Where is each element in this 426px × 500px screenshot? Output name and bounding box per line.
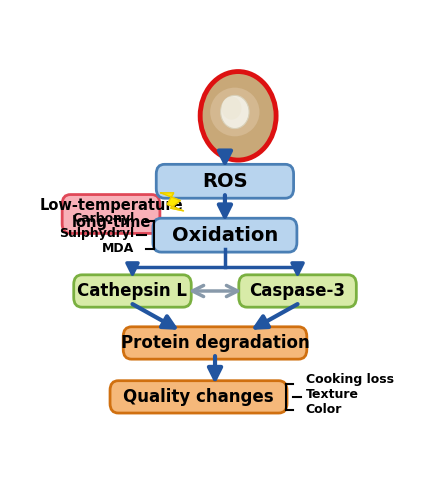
Ellipse shape xyxy=(222,96,242,120)
Text: Caspase-3: Caspase-3 xyxy=(250,282,345,300)
Text: Oxidation: Oxidation xyxy=(172,226,278,244)
Text: Cathepsin L: Cathepsin L xyxy=(78,282,187,300)
Text: ROS: ROS xyxy=(202,172,248,191)
Ellipse shape xyxy=(210,88,259,136)
FancyBboxPatch shape xyxy=(110,380,287,413)
FancyBboxPatch shape xyxy=(123,327,307,359)
Ellipse shape xyxy=(221,96,249,128)
Text: Cooking loss
Texture
Color: Cooking loss Texture Color xyxy=(306,374,394,416)
Polygon shape xyxy=(161,193,184,211)
FancyBboxPatch shape xyxy=(153,218,297,252)
Text: Protein degradation: Protein degradation xyxy=(121,334,309,352)
FancyBboxPatch shape xyxy=(156,164,294,198)
Circle shape xyxy=(200,72,276,160)
Text: Quality changes: Quality changes xyxy=(123,388,274,406)
FancyBboxPatch shape xyxy=(74,275,191,307)
Text: Carbonyl
Sulphydryl
MDA: Carbonyl Sulphydryl MDA xyxy=(59,212,134,255)
Text: Low-temperature
long-time: Low-temperature long-time xyxy=(39,198,183,230)
FancyBboxPatch shape xyxy=(62,194,160,234)
FancyBboxPatch shape xyxy=(239,275,356,307)
